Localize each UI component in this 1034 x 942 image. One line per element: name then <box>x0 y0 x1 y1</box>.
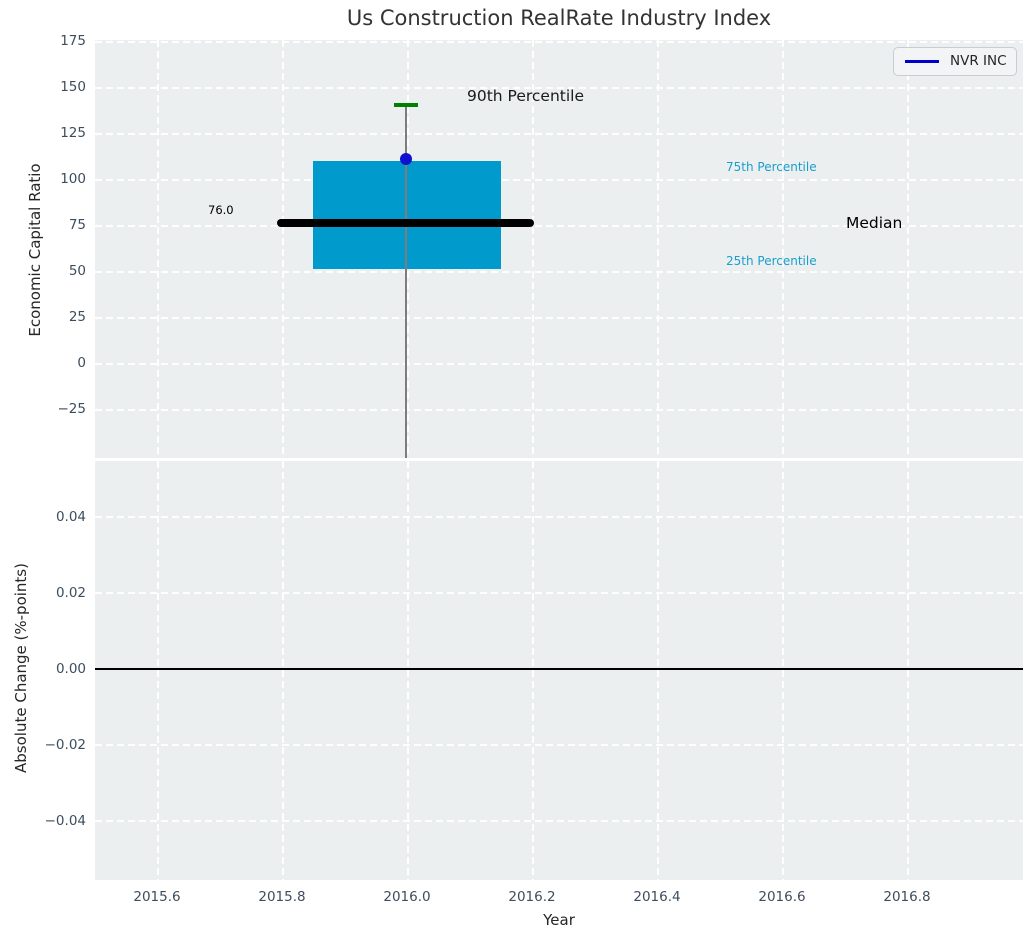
gridline <box>782 40 784 458</box>
zero-reference-line <box>95 668 1023 670</box>
x-tick-label: 2016.2 <box>508 889 556 905</box>
gridline <box>95 363 1023 365</box>
y-tick-label: 0.00 <box>55 661 86 677</box>
legend: NVR INC <box>893 47 1017 76</box>
y-tick-label: 125 <box>60 125 86 141</box>
y-tick-label: 175 <box>60 33 86 49</box>
gridline <box>95 744 1023 746</box>
gridline <box>95 41 1023 43</box>
x-axis-label: Year <box>543 911 575 929</box>
bottom-plot-area <box>95 461 1023 880</box>
y-tick-label: −0.02 <box>44 737 86 753</box>
median-line <box>277 219 534 227</box>
gridline <box>95 820 1023 822</box>
y-tick-label: −0.04 <box>44 813 86 829</box>
gridline <box>95 516 1023 518</box>
whisker-line <box>405 104 407 458</box>
gridline <box>95 87 1023 89</box>
y-tick-label: 0.02 <box>55 585 86 601</box>
gridline <box>95 271 1023 273</box>
gridline <box>157 461 159 880</box>
gridline <box>657 40 659 458</box>
p90-percentile-label: 90th Percentile <box>467 87 585 105</box>
gridline <box>782 461 784 880</box>
gridline <box>657 461 659 880</box>
x-tick-label: 2016.4 <box>633 889 681 905</box>
top-y-axis-label: Economic Capital Ratio <box>26 163 44 337</box>
x-tick-label: 2016.8 <box>883 889 931 905</box>
gridline <box>95 179 1023 181</box>
top-plot-area: 90th Percentile 76.0 75th Percentile Med… <box>95 40 1023 458</box>
x-tick-label: 2015.6 <box>133 889 181 905</box>
x-tick-label: 2016.6 <box>758 889 806 905</box>
gridline <box>95 133 1023 135</box>
p90-whisker-cap <box>394 103 418 107</box>
gridline <box>532 40 534 458</box>
gridline <box>282 40 284 458</box>
company-point-marker <box>400 153 412 165</box>
gridline <box>907 461 909 880</box>
p75-percentile-label: 75th Percentile <box>726 160 817 174</box>
x-tick-label: 2015.8 <box>258 889 306 905</box>
bottom-y-axis-label: Absolute Change (%-points) <box>12 563 30 773</box>
gridline <box>95 592 1023 594</box>
gridline <box>907 40 909 458</box>
x-tick-label: 2016.0 <box>383 889 431 905</box>
gridline <box>532 461 534 880</box>
y-tick-label: 50 <box>68 263 86 279</box>
median-label: Median <box>846 214 903 232</box>
p25-percentile-label: 25th Percentile <box>726 254 817 268</box>
gridline <box>282 461 284 880</box>
chart-title: Us Construction RealRate Industry Index <box>346 6 772 30</box>
legend-line-icon <box>905 60 939 63</box>
median-value-label: 76.0 <box>208 203 234 217</box>
y-tick-label: 25 <box>68 309 86 325</box>
iqr-box <box>313 161 501 269</box>
y-tick-label: 0.04 <box>55 509 86 525</box>
legend-label: NVR INC <box>950 53 1007 69</box>
y-tick-label: 0 <box>77 355 86 371</box>
y-tick-label: −25 <box>57 401 87 417</box>
y-tick-label: 75 <box>68 217 86 233</box>
gridline <box>95 409 1023 411</box>
gridline <box>157 40 159 458</box>
gridline <box>407 461 409 880</box>
y-tick-label: 100 <box>60 171 86 187</box>
y-tick-label: 150 <box>60 79 86 95</box>
gridline <box>95 317 1023 319</box>
gridline <box>95 225 1023 227</box>
